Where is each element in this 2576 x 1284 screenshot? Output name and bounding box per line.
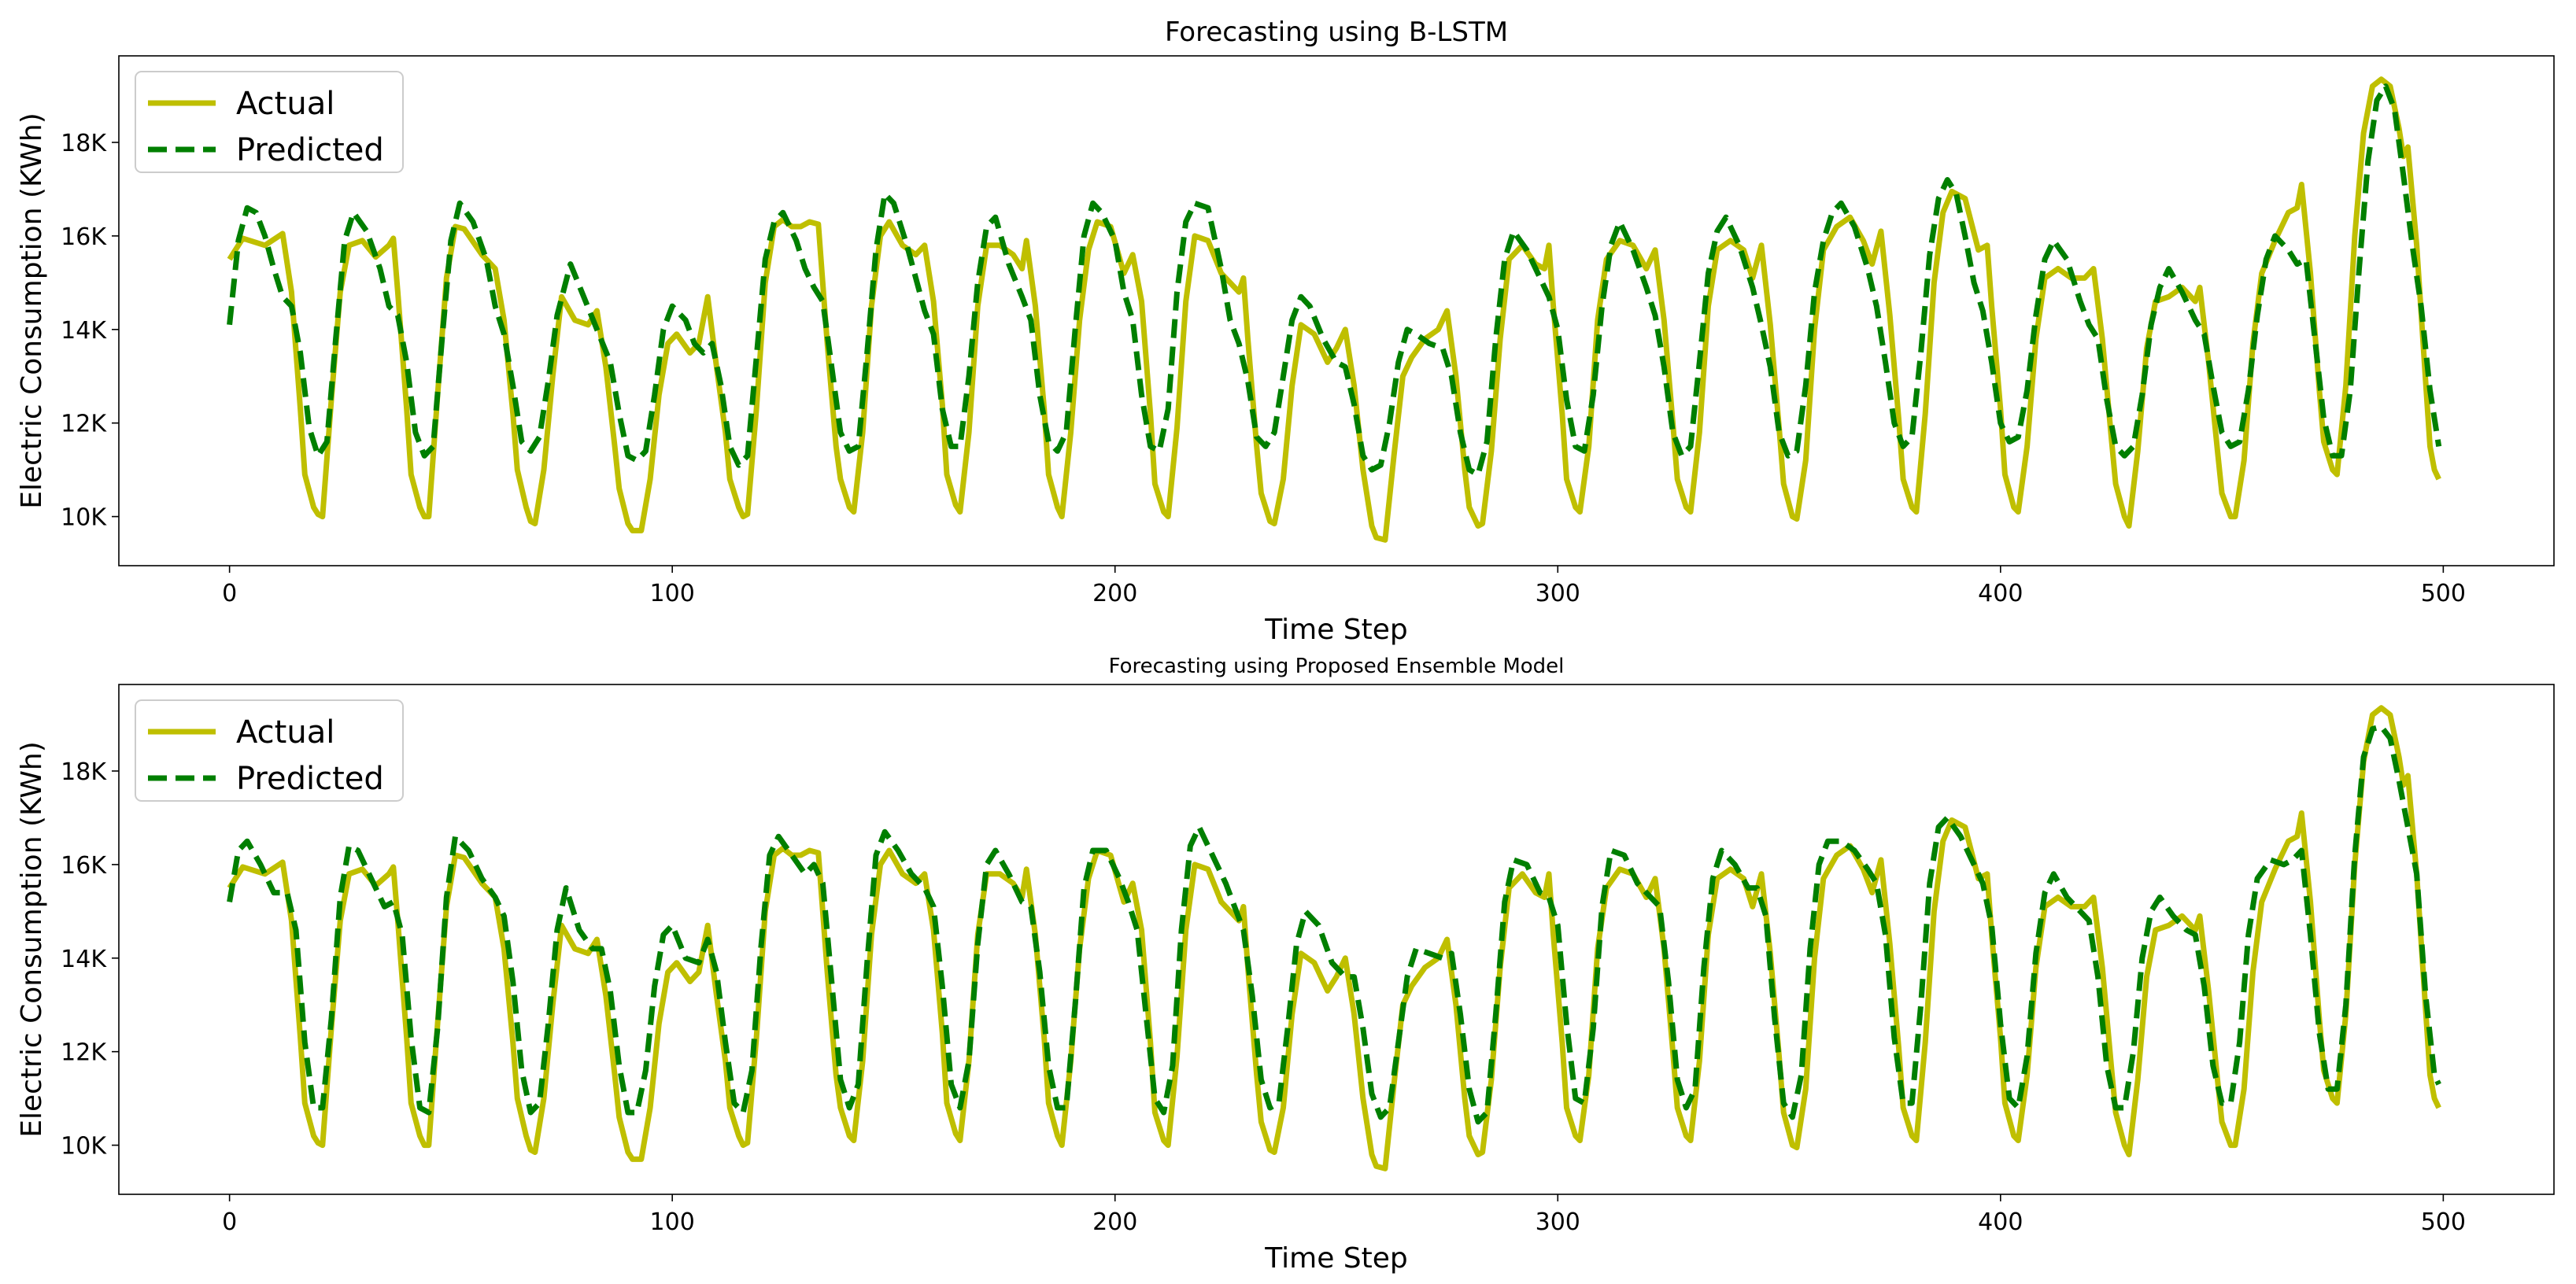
y-axis-label: Electric Consumption (KWh) (16, 741, 48, 1138)
x-tick-label: 400 (1978, 580, 2023, 607)
y-tick-label: 10K (61, 504, 107, 532)
series-line-predicted (227, 83, 2442, 478)
legend-box (135, 699, 404, 802)
y-tick-label: 16K (61, 223, 107, 251)
y-tick-label: 14K (61, 317, 107, 345)
y-tick-label: 14K (61, 946, 107, 973)
y-tick-label: 16K (61, 852, 107, 880)
legend-box (135, 71, 404, 173)
x-tick-label: 200 (1092, 580, 1137, 607)
axes-frame (118, 684, 2555, 1195)
chart-title: Forecasting using Proposed Ensemble Mode… (1109, 655, 1565, 678)
legend-label-predicted: Predicted (236, 761, 384, 797)
x-axis-label: Time Step (1264, 1242, 1408, 1275)
x-tick-label: 500 (2421, 580, 2466, 607)
y-tick-label: 10K (61, 1133, 107, 1160)
axes-frame (118, 55, 2555, 566)
x-tick-label: 300 (1536, 1208, 1580, 1236)
legend: Actual Predicted (135, 71, 404, 173)
y-tick-label: 18K (61, 130, 107, 157)
series-line-predicted (227, 724, 2441, 1125)
x-tick-label: 100 (650, 1208, 695, 1236)
y-tick-label: 18K (61, 758, 107, 786)
legend-label-actual: Actual (236, 714, 334, 751)
series-line-actual (227, 76, 2441, 543)
chart-2: 0 100 200 300 400 500 10K 12K 14K 16K 18K Forecasti… (16, 655, 2555, 1275)
series-line-actual (227, 705, 2441, 1171)
legend: Actual Predicted (135, 699, 404, 802)
chart-title: Forecasting using B-LSTM (1165, 17, 1508, 48)
y-axis-label: Electric Consumption (KWh) (16, 113, 48, 509)
x-axis-label: Time Step (1264, 614, 1408, 646)
x-tick-label: 100 (650, 580, 695, 607)
x-tick-label: 300 (1536, 580, 1580, 607)
x-tick-label: 200 (1092, 1208, 1137, 1236)
y-tick-label: 12K (61, 1039, 107, 1067)
legend-label-predicted: Predicted (236, 132, 384, 168)
x-tick-label: 500 (2421, 1208, 2466, 1236)
x-tick-label: 0 (222, 1208, 237, 1236)
x-tick-label: 0 (222, 580, 237, 607)
x-tick-label: 400 (1978, 1208, 2023, 1236)
chart-1: 0 100 200 300 400 500 10K 12K 14K 16K 18K Forecasti… (16, 17, 2555, 646)
y-tick-label: 12K (61, 411, 107, 438)
legend-label-actual: Actual (236, 86, 334, 122)
